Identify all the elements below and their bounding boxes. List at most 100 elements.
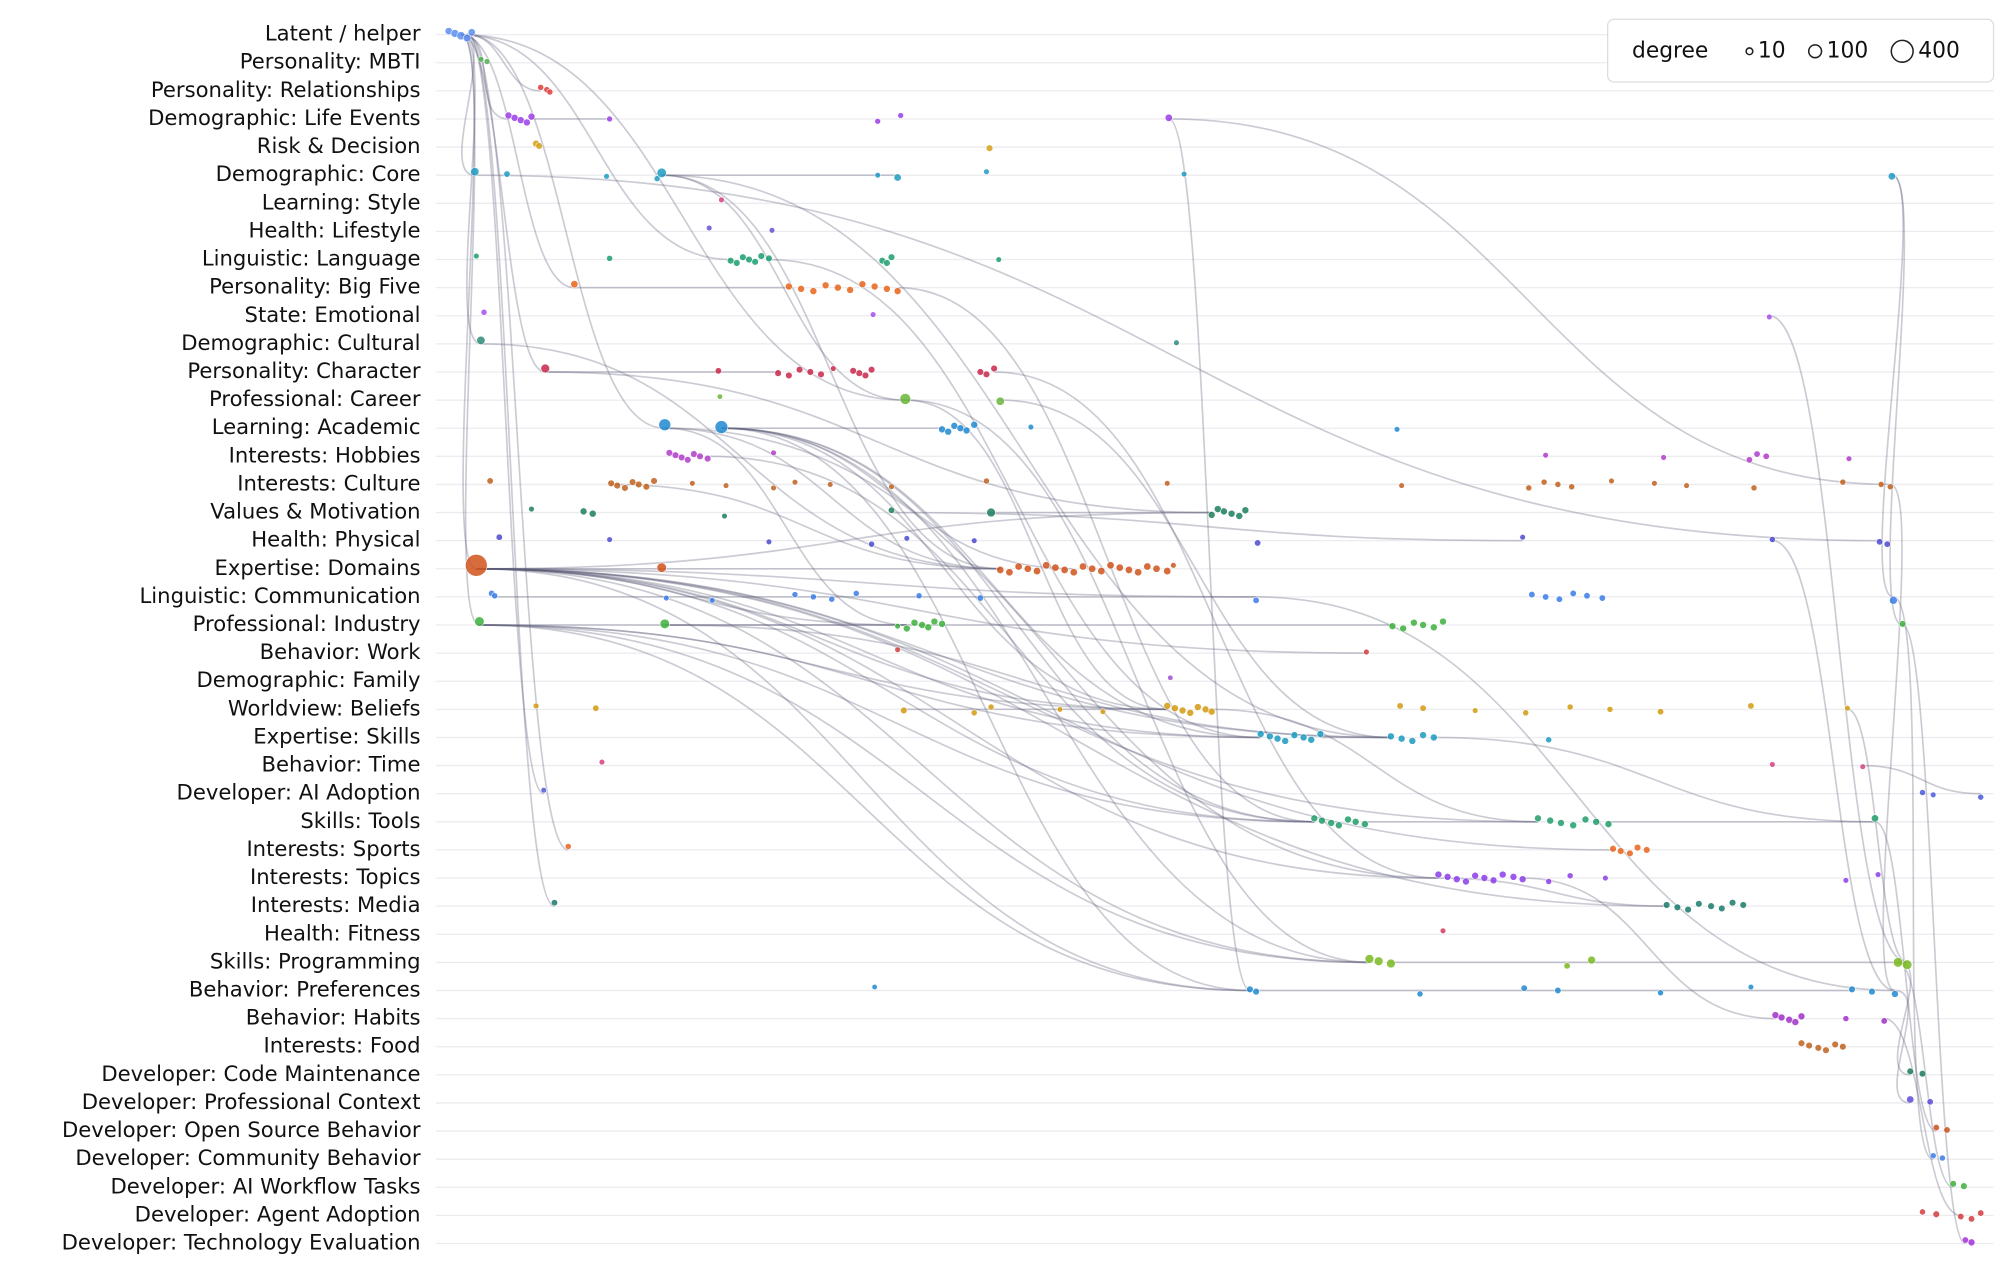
node: [1545, 736, 1552, 744]
node: [1194, 703, 1202, 711]
node: [480, 309, 488, 316]
node: [1566, 703, 1574, 711]
edge: [461, 33, 906, 401]
node: [887, 253, 896, 261]
node: [1745, 456, 1753, 464]
row-label: Interests: Hobbies: [229, 442, 421, 467]
node: [1859, 763, 1866, 770]
edge: [476, 567, 1667, 907]
node: [1750, 484, 1758, 492]
node: [995, 396, 1005, 406]
edges: [460, 33, 1981, 1245]
node: [983, 477, 990, 485]
edge: [664, 624, 1391, 739]
node: [1889, 596, 1898, 605]
node: [1848, 985, 1856, 993]
edge: [1433, 736, 1876, 823]
node: [1310, 814, 1319, 823]
node: [589, 509, 597, 518]
node: [1252, 596, 1260, 604]
row-label: Personality: Big Five: [209, 274, 420, 299]
node: [795, 366, 804, 374]
node: [1361, 820, 1369, 828]
edge: [460, 33, 480, 626]
node: [1545, 878, 1552, 885]
node: [606, 255, 613, 262]
row-label: Expertise: Skills: [253, 723, 420, 748]
node: [855, 369, 863, 377]
node: [1961, 1236, 1969, 1244]
node: [858, 280, 867, 288]
legend-size-label: 10: [1758, 38, 1786, 63]
node: [888, 506, 895, 514]
edge: [476, 567, 1614, 851]
node: [1919, 1208, 1926, 1216]
node: [745, 255, 753, 264]
node: [1097, 567, 1106, 576]
node: [1419, 621, 1427, 629]
node: [1932, 1124, 1940, 1132]
node: [658, 418, 671, 431]
node: [821, 281, 830, 290]
node: [971, 537, 978, 544]
row-label: Learning: Style: [262, 189, 421, 214]
node: [523, 118, 531, 127]
node: [1522, 709, 1529, 717]
node: [1027, 423, 1034, 431]
node: [1520, 984, 1528, 992]
node: [483, 58, 491, 65]
node: [473, 252, 480, 260]
node: [834, 283, 842, 292]
node: [830, 365, 837, 372]
node: [689, 480, 696, 487]
node: [785, 371, 793, 380]
node: [817, 370, 825, 378]
node: [1739, 901, 1747, 909]
row-label: Linguistic: Communication: [140, 583, 421, 608]
node: [1393, 426, 1401, 433]
node: [1540, 478, 1548, 486]
edge: [479, 624, 1250, 992]
node: [1471, 871, 1479, 880]
node: [1056, 706, 1064, 713]
row-label: Developer: Open Source Behavior: [62, 1117, 421, 1142]
node: [1499, 870, 1507, 879]
edge: [1769, 314, 1908, 964]
node: [970, 421, 978, 429]
row-label: Health: Fitness: [264, 920, 420, 945]
edge: [661, 174, 1001, 570]
node: [532, 702, 540, 710]
node: [656, 167, 667, 178]
row-label: Personality: Character: [187, 358, 421, 383]
node: [1967, 1238, 1976, 1247]
node: [1633, 844, 1642, 852]
edge: [1168, 118, 1251, 992]
node: [606, 536, 613, 543]
node: [486, 477, 494, 485]
node: [671, 451, 680, 459]
node: [1178, 706, 1187, 715]
edge: [1862, 764, 1981, 795]
node: [867, 366, 876, 374]
node: [1164, 480, 1171, 487]
node: [1617, 847, 1625, 855]
node: [465, 554, 488, 577]
node: [1170, 562, 1177, 569]
node: [970, 709, 978, 717]
edge: [474, 174, 1880, 542]
node: [1167, 674, 1174, 681]
node: [551, 899, 558, 907]
node: [1877, 481, 1885, 488]
node: [1919, 789, 1926, 796]
node: [1241, 506, 1250, 514]
edge: [460, 33, 575, 289]
node: [684, 456, 692, 464]
legend-size-label: 400: [1918, 38, 1960, 63]
edge: [1882, 483, 1903, 992]
node: [899, 393, 911, 405]
edge: [479, 624, 1261, 739]
node: [1410, 618, 1418, 627]
node: [1546, 816, 1554, 825]
node: [663, 594, 670, 602]
edge: [460, 33, 509, 120]
